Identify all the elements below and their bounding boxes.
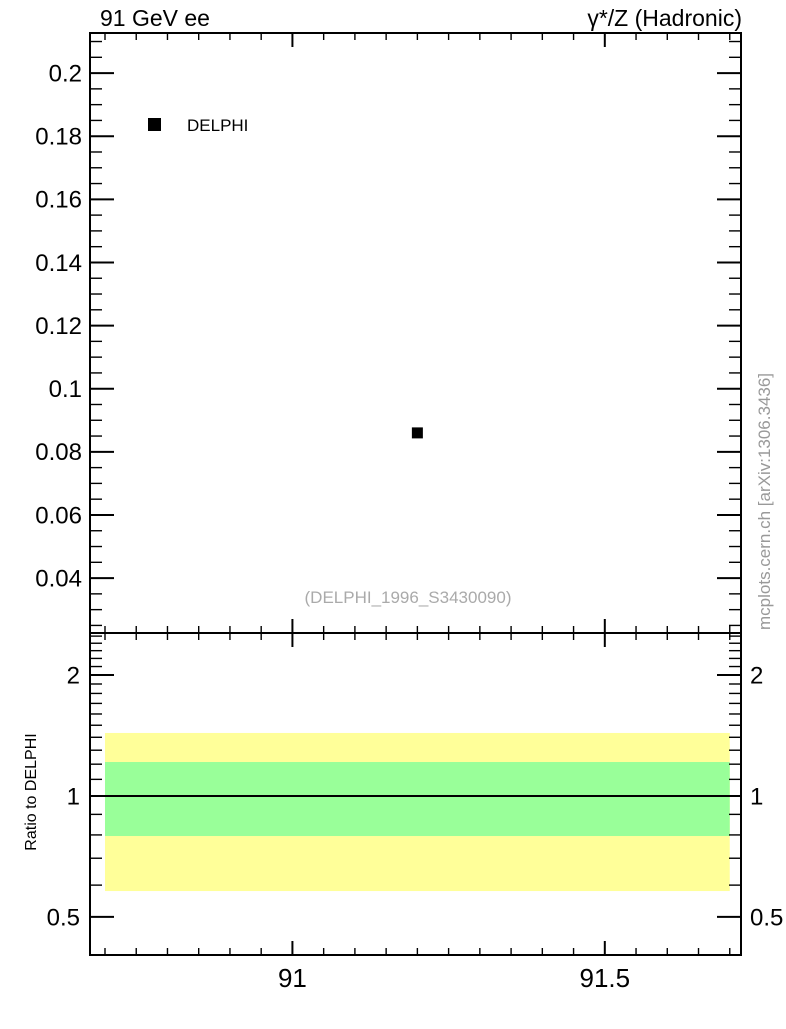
data-point-delphi: [411, 427, 423, 439]
legend-label-delphi: DELPHI: [187, 116, 248, 135]
mcplots-attribution-note: mcplots.cern.ch [arXiv:1306.3436]: [755, 373, 774, 630]
x-axis-tick-label: 91.5: [579, 963, 630, 993]
ratio-y-axis-title: Ratio to DELPHI: [23, 733, 40, 850]
main-y-tick-label: 0.12: [35, 313, 82, 340]
data-points: [411, 427, 423, 439]
ratio-y-tick-label-right: 2: [750, 662, 763, 689]
title-beam-energy: 91 GeV ee: [100, 5, 210, 31]
axis-tick-labels: 0.04 0.06 0.08 0.1 0.12 0.14 0.16 0.18 0.2 91 91.5…: [35, 60, 783, 993]
main-y-tick-label: 0.08: [35, 439, 82, 466]
main-y-tick-label: 0.14: [35, 250, 82, 277]
panel-frames: [89, 32, 742, 956]
title-process: γ*/Z (Hadronic): [587, 5, 742, 31]
inner-uncertainty-band: [104, 762, 730, 837]
axis-ticks: [90, 33, 741, 955]
legend-marker-delphi-icon: [148, 118, 161, 131]
ratio-y-tick-label-left: 0.5: [47, 904, 80, 931]
watermark-analysis-id: (DELPHI_1996_S3430090): [305, 588, 512, 607]
ratio-panel-frame: [89, 632, 742, 956]
main-y-tick-label: 0.18: [35, 124, 82, 151]
ratio-y-tick-label-left: 1: [67, 783, 80, 810]
x-axis-tick-label: 91: [278, 963, 307, 993]
ratio-y-tick-label-right: 1: [750, 783, 763, 810]
ratio-y-tick-label-right: 0.5: [750, 904, 783, 931]
ratio-uncertainty-bands: [104, 732, 730, 892]
ratio-y-tick-label-left: 2: [67, 662, 80, 689]
main-y-tick-label: 0.2: [49, 60, 82, 87]
main-y-tick-label: 0.06: [35, 502, 82, 529]
main-y-tick-label: 0.04: [35, 565, 82, 592]
main-y-tick-label: 0.1: [49, 376, 82, 403]
main-y-tick-label: 0.16: [35, 187, 82, 214]
